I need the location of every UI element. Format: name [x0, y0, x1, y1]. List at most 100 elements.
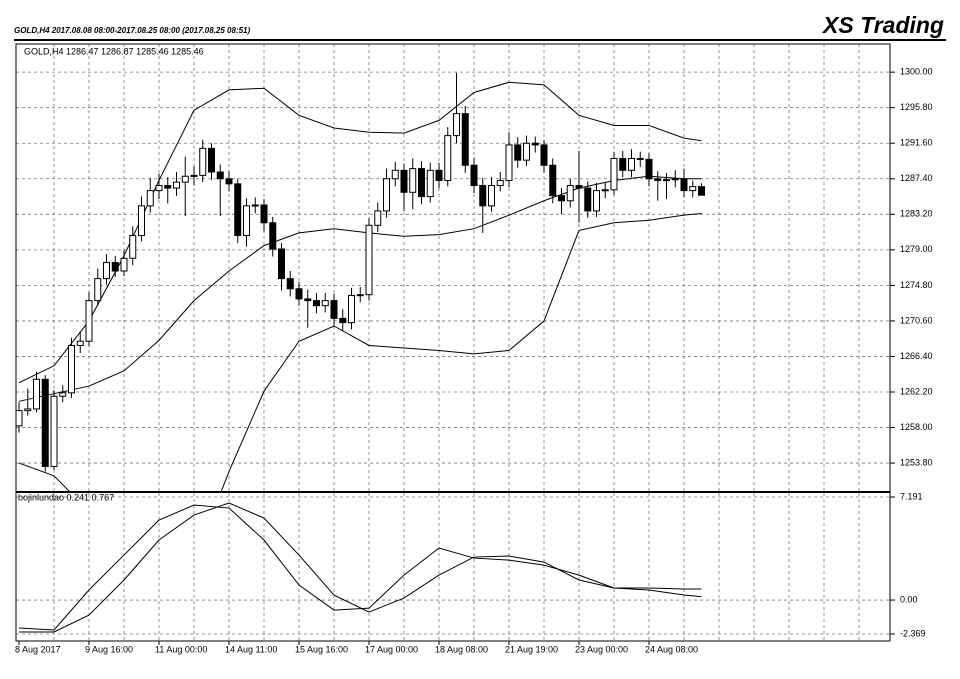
- candle-body: [558, 195, 565, 202]
- candle-body: [243, 205, 250, 236]
- candle-body: [50, 395, 58, 467]
- y-tick-label: 1253.80: [900, 457, 933, 467]
- candle-body: [120, 257, 128, 272]
- y-tick-label: 1258.00: [900, 422, 933, 432]
- y-tick-label: 1279.00: [900, 244, 933, 254]
- candle-body: [426, 169, 434, 198]
- candle-body: [330, 300, 338, 319]
- x-tick-label: 21 Aug 19:00: [505, 644, 558, 654]
- x-tick-label: 15 Aug 16:00: [295, 644, 348, 654]
- candle-body: [76, 340, 84, 346]
- x-tick-label: 11 Aug 00:00: [155, 644, 207, 654]
- candle-body: [173, 181, 180, 189]
- candle-body: [103, 262, 110, 280]
- candle-body: [383, 178, 390, 212]
- candle-body: [313, 300, 320, 307]
- candle-body: [15, 410, 23, 427]
- band-line: [18, 81, 702, 384]
- candle-body: [59, 392, 67, 397]
- candle-body: [549, 164, 557, 197]
- candle-body: [698, 186, 705, 196]
- candle-body: [636, 157, 644, 160]
- y-tick-label: 1283.20: [900, 209, 933, 219]
- y-tick-label: 1287.40: [900, 173, 933, 183]
- x-tick-label: 18 Aug 08:00: [435, 644, 488, 654]
- candle-body: [628, 157, 635, 171]
- x-tick-label: 24 Aug 08:00: [645, 644, 698, 654]
- candle-body: [663, 179, 670, 182]
- indicator-line: [19, 502, 702, 633]
- candle-body: [286, 278, 294, 290]
- candle-body: [155, 185, 163, 192]
- candle-body: [488, 185, 495, 207]
- candle-body: [164, 185, 172, 189]
- y-tick-label: 7.191: [900, 491, 923, 501]
- candle-body: [461, 113, 469, 166]
- candle-body: [680, 178, 688, 192]
- y-tick-label: -2.369: [900, 628, 926, 638]
- candle-body: [94, 278, 102, 302]
- indicator-label: bojinlundao 0.241 0.767: [18, 492, 114, 502]
- candle-body: [208, 147, 215, 173]
- candle-body: [531, 142, 539, 146]
- candle-body: [610, 157, 618, 191]
- candle-body: [514, 144, 522, 161]
- candle-body: [295, 288, 303, 300]
- candle-body: [321, 300, 329, 307]
- candle-body: [269, 222, 277, 250]
- candle-body: [365, 224, 373, 296]
- y-tick-label: 1274.80: [900, 280, 933, 290]
- candle-body: [645, 158, 653, 180]
- band-line: [18, 212, 702, 491]
- candle-body: [278, 248, 285, 280]
- candle-body: [601, 189, 609, 192]
- candle-body: [129, 234, 137, 259]
- candle-body: [523, 142, 530, 161]
- x-tick-label: 17 Aug 00:00: [365, 644, 418, 654]
- candle-body: [593, 190, 600, 212]
- candle-body: [654, 178, 662, 181]
- candle-body: [356, 294, 364, 297]
- candle-body: [566, 185, 574, 202]
- candle-body: [190, 174, 198, 177]
- candle-body: [199, 147, 207, 176]
- candle-body: [146, 190, 154, 207]
- y-tick-label: 0.00: [900, 594, 918, 604]
- candle-body: [418, 168, 425, 198]
- candle-body: [225, 178, 233, 185]
- y-tick-label: 1300.00: [900, 67, 933, 77]
- frame: [15, 43, 891, 642]
- candle-body: [619, 157, 627, 171]
- candle-body: [470, 164, 478, 187]
- x-tick-label: 23 Aug 00:00: [575, 644, 628, 654]
- brand: XS Trading: [821, 12, 944, 38]
- candle-body: [435, 169, 443, 181]
- candle-body: [374, 210, 382, 226]
- y-tick-label: 1262.20: [900, 386, 933, 396]
- candle-body: [251, 204, 259, 207]
- candle-body: [671, 178, 679, 181]
- candle-body: [111, 262, 119, 272]
- plot-area: 1300.00 1295.80 1291.60 1287.40 1283.20 1279.…: [15, 44, 933, 654]
- candle-body: [138, 205, 145, 236]
- candle-body: [348, 295, 355, 324]
- candle-body: [444, 135, 452, 181]
- candle-body: [41, 378, 49, 467]
- symbol-label: GOLD,H4 1286.47 1286.87 1285.46 1285.46: [24, 46, 204, 56]
- candle-body: [234, 183, 242, 236]
- candle-body: [181, 175, 189, 183]
- x-tick-label: 14 Aug 11:00: [225, 644, 277, 654]
- candle-body: [584, 187, 592, 212]
- candle-body: [505, 144, 513, 181]
- y-tick-label: 1295.80: [900, 102, 933, 112]
- candle-body: [453, 113, 460, 137]
- candle-body: [260, 204, 268, 224]
- indicator-line: [18, 504, 702, 631]
- y-tick-label: 1266.40: [900, 351, 933, 361]
- candle-body: [304, 298, 312, 302]
- candle-body: [85, 300, 93, 342]
- candle-body: [216, 171, 224, 180]
- candle-body: [400, 169, 408, 193]
- x-tick-label: 8 Aug 2017: [15, 644, 61, 654]
